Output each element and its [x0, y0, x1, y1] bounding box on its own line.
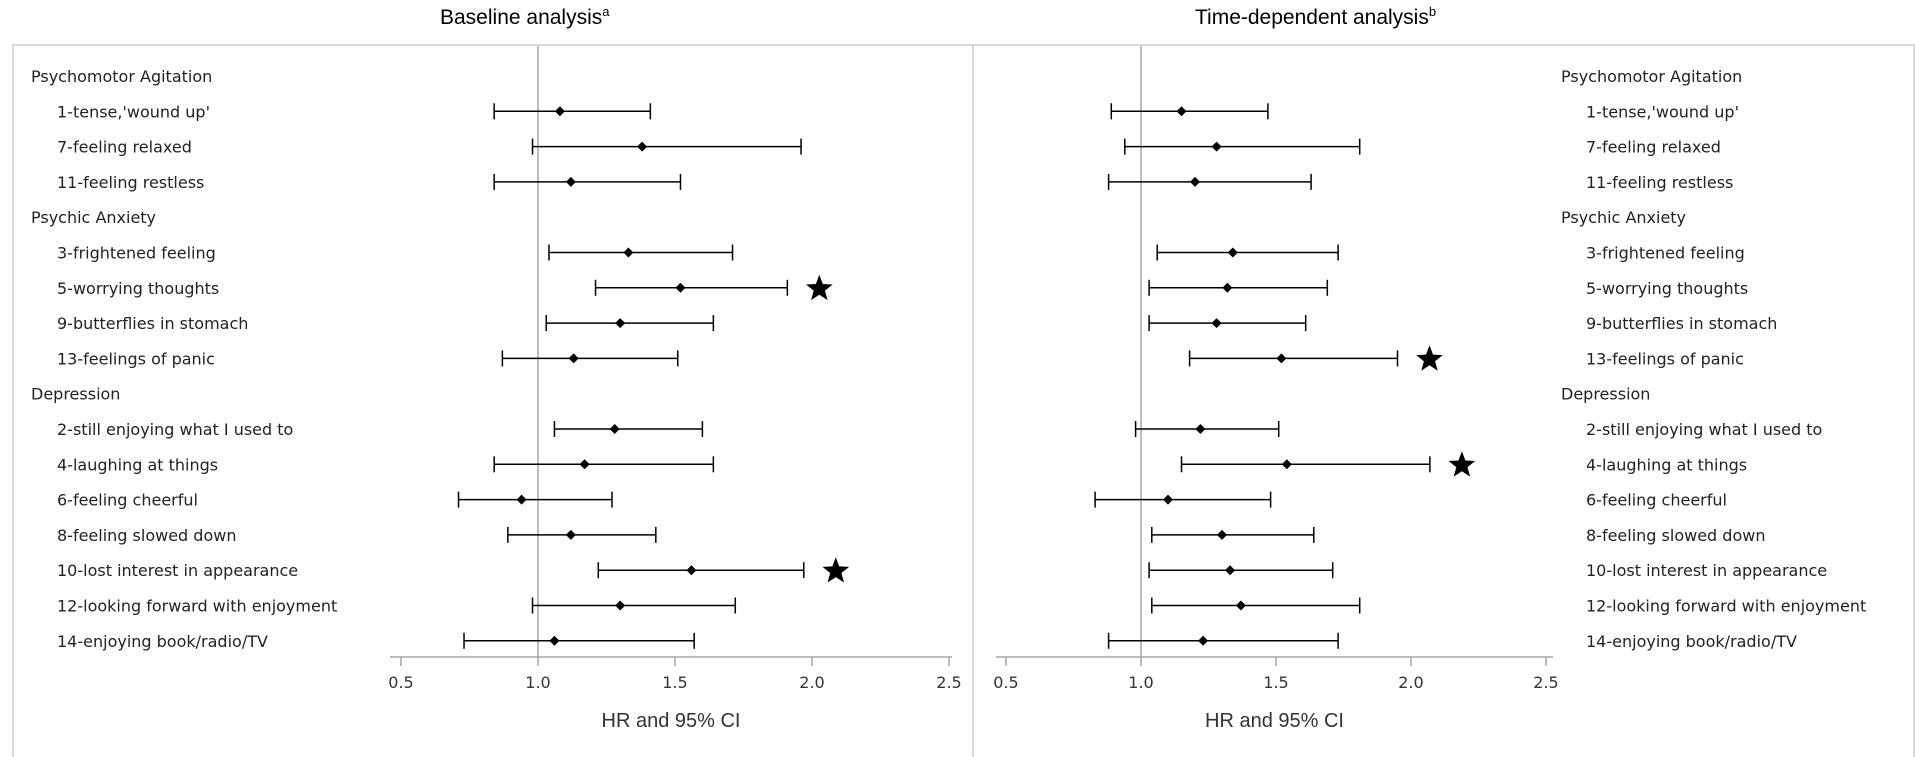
- right-row-label: 11-feeling restless: [1586, 173, 1733, 192]
- right-x-tick-label: 2.5: [1533, 673, 1558, 692]
- right-hr-point: [1217, 529, 1227, 540]
- right-hr-point: [1281, 459, 1292, 470]
- right-row-label: 4-laughing at things: [1586, 455, 1747, 474]
- right-panel-title: Time-dependent analysisb: [1195, 4, 1437, 30]
- left-hr-point: [637, 141, 648, 152]
- left-title-text: Baseline analysis: [440, 6, 603, 29]
- left-hr-point: [615, 600, 626, 611]
- right-row-label: 1-tense,'wound up': [1586, 102, 1739, 121]
- left-significance-star-icon: [806, 274, 833, 301]
- left-x-tick-label: 1.5: [662, 673, 687, 692]
- right-hr-point: [1235, 600, 1246, 611]
- right-hr-point: [1222, 282, 1233, 293]
- right-row-label: 10-lost interest in appearance: [1586, 561, 1827, 580]
- left-hr-point: [565, 176, 576, 187]
- left-row-label: 14-enjoying book/radio/TV: [57, 632, 268, 651]
- right-row-label: 13-feelings of panic: [1586, 349, 1744, 368]
- right-title-text: Time-dependent analysis: [1195, 6, 1429, 29]
- left-row-label: 10-lost interest in appearance: [57, 561, 298, 580]
- left-hr-point: [516, 494, 527, 505]
- right-panel-frame: [972, 44, 1915, 757]
- right-hr-point: [1211, 141, 1222, 152]
- right-hr-point: [1227, 247, 1238, 258]
- right-x-tick-label: 1.0: [1128, 673, 1153, 692]
- right-row-label: 3-frightened feeling: [1586, 244, 1745, 263]
- left-group-header: Psychomotor Agitation: [31, 67, 212, 86]
- left-hr-point: [615, 318, 626, 329]
- right-row-label: 12-looking forward with enjoyment: [1586, 597, 1866, 616]
- left-x-tick-label: 2.0: [799, 673, 824, 692]
- left-row-label: 9-butterflies in stomach: [57, 314, 248, 333]
- right-hr-point: [1198, 635, 1209, 646]
- right-title-superscript: b: [1428, 4, 1437, 19]
- right-hr-point: [1276, 353, 1287, 364]
- left-row-label: 13-feelings of panic: [57, 349, 215, 368]
- left-x-axis-label: HR and 95% CI: [602, 710, 741, 732]
- left-row-label: 6-feeling cheerful: [57, 491, 198, 510]
- left-row-label: 3-frightened feeling: [57, 244, 216, 263]
- right-group-header: Psychic Anxiety: [1561, 208, 1686, 227]
- left-x-tick-label: 0.5: [388, 673, 413, 692]
- left-hr-point: [579, 459, 590, 470]
- left-row-label: 11-feeling restless: [57, 173, 204, 192]
- left-hr-point: [609, 424, 620, 434]
- left-hr-point: [568, 353, 579, 364]
- left-hr-point: [549, 635, 560, 646]
- left-row-label: 5-worrying thoughts: [57, 279, 219, 298]
- right-significance-star-icon: [1416, 345, 1443, 371]
- right-hr-point: [1225, 565, 1236, 576]
- left-significance-star-icon: [822, 557, 850, 583]
- right-hr-point: [1195, 424, 1206, 434]
- right-x-tick-label: 2.0: [1398, 673, 1423, 692]
- right-row-label: 2-still enjoying what I used to: [1586, 420, 1822, 439]
- right-hr-point: [1190, 176, 1200, 187]
- left-x-tick-label: 1.0: [525, 673, 550, 692]
- right-x-tick-label: 1.5: [1263, 673, 1288, 692]
- right-x-tick-label: 0.5: [993, 673, 1018, 692]
- left-hr-point: [686, 565, 697, 576]
- left-hr-point: [565, 529, 576, 540]
- left-hr-point: [675, 282, 686, 293]
- right-row-label: 8-feeling slowed down: [1586, 526, 1765, 545]
- right-hr-point: [1163, 494, 1173, 505]
- right-row-label: 9-butterflies in stomach: [1586, 314, 1777, 333]
- left-row-label: 4-laughing at things: [57, 455, 218, 474]
- right-hr-point: [1211, 318, 1222, 329]
- right-row-label: 14-enjoying book/radio/TV: [1586, 632, 1797, 651]
- left-panel-title: Baseline analysisa: [440, 4, 610, 30]
- right-row-label: 6-feeling cheerful: [1586, 491, 1727, 510]
- right-hr-point: [1176, 106, 1187, 117]
- left-row-label: 1-tense,'wound up': [57, 102, 210, 121]
- left-group-header: Depression: [31, 385, 120, 404]
- right-x-axis-label: HR and 95% CI: [1205, 710, 1344, 732]
- right-group-header: Psychomotor Agitation: [1561, 67, 1742, 86]
- left-hr-point: [623, 247, 634, 258]
- left-row-label: 7-feeling relaxed: [57, 138, 192, 157]
- right-group-header: Depression: [1561, 385, 1650, 404]
- left-group-header: Psychic Anxiety: [31, 208, 156, 227]
- left-x-tick-label: 2.5: [936, 673, 961, 692]
- left-row-label: 2-still enjoying what I used to: [57, 420, 293, 439]
- right-row-label: 5-worrying thoughts: [1586, 279, 1748, 298]
- left-title-superscript: a: [602, 4, 610, 19]
- right-row-label: 7-feeling relaxed: [1586, 138, 1721, 157]
- left-row-label: 8-feeling slowed down: [57, 526, 236, 545]
- left-row-label: 12-looking forward with enjoyment: [57, 597, 337, 616]
- right-significance-star-icon: [1448, 451, 1476, 477]
- left-hr-point: [554, 106, 565, 117]
